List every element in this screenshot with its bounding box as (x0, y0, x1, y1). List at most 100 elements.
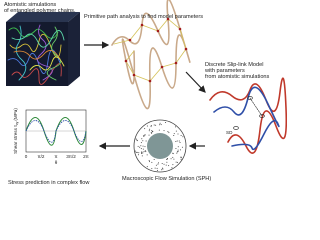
particle (141, 138, 143, 140)
particle (151, 132, 153, 134)
particle (156, 169, 158, 171)
particle (142, 145, 144, 147)
particle (146, 166, 148, 168)
atomistic-cube (6, 12, 80, 86)
particle (136, 139, 138, 141)
x-tick-label: 2π (83, 154, 89, 159)
particle (165, 122, 167, 124)
particle (135, 151, 137, 153)
particle (162, 168, 164, 170)
particle (144, 150, 146, 152)
particle (141, 152, 143, 154)
particle (171, 167, 173, 169)
particle (177, 149, 179, 151)
particle (153, 124, 155, 126)
particle (182, 136, 184, 138)
particle (172, 156, 174, 158)
particle (181, 146, 183, 148)
particle (165, 164, 167, 166)
particle (180, 156, 182, 158)
stress-plot (25, 109, 87, 153)
particle (163, 163, 165, 165)
particle (154, 167, 156, 169)
arrow (185, 71, 206, 93)
diagram: Atomistic simulations of entangled polym… (4, 0, 287, 186)
particle (155, 124, 157, 126)
particle (179, 142, 181, 144)
particle (158, 129, 160, 131)
particle (141, 155, 143, 157)
particle (175, 126, 177, 128)
particle (136, 140, 138, 142)
particle (161, 169, 163, 171)
particle (144, 128, 146, 130)
node-label: Discrete Slip-link Model (205, 62, 263, 68)
particle (137, 145, 139, 147)
primitive-path (111, 0, 191, 110)
particle (179, 149, 181, 151)
particle (180, 135, 182, 137)
particle (166, 161, 168, 163)
x-tick-label: 3π/2 (66, 154, 76, 159)
particle (175, 161, 177, 163)
particle (153, 159, 155, 161)
particle (142, 140, 144, 142)
particle (166, 157, 168, 159)
particle (176, 151, 178, 153)
marker-label: SD (226, 130, 233, 135)
y-label-unit: (MPa) (13, 108, 18, 121)
particle (152, 130, 154, 132)
x-tick-label: π/2 (37, 154, 44, 159)
particle (148, 130, 150, 132)
particle (146, 125, 148, 127)
y-label-sub: xy (15, 121, 19, 125)
y-label-main: Shear stress τ (13, 125, 18, 154)
particle (137, 154, 139, 156)
particle (150, 126, 152, 128)
sph-domain (133, 119, 187, 173)
particle (168, 132, 170, 134)
particle (177, 146, 179, 148)
particle (135, 150, 137, 152)
x-tick-label: π (54, 154, 57, 159)
node-label: Primitive path analysis to find model pa… (84, 14, 203, 20)
particle (159, 124, 161, 126)
particle (163, 130, 165, 132)
node-label: of entangled polymer chains. (4, 8, 76, 14)
particle (172, 164, 174, 166)
particle (146, 154, 148, 156)
y-axis-label: Shear stress τxy(MPa) (13, 108, 19, 154)
particle (144, 134, 146, 136)
particle (145, 140, 147, 142)
particle (178, 140, 180, 142)
particle (177, 133, 179, 135)
particle (167, 131, 169, 133)
particle (149, 128, 151, 130)
particle (148, 134, 150, 136)
particle (157, 163, 159, 165)
node-label: Stress prediction in complex flow (8, 180, 90, 186)
particle (141, 151, 143, 153)
particle (175, 130, 177, 132)
particle (151, 130, 153, 132)
particle (150, 125, 152, 127)
particle (144, 146, 146, 148)
particle (180, 158, 182, 160)
particle (155, 164, 157, 166)
particle (148, 160, 150, 162)
particle (142, 148, 144, 150)
particle (140, 142, 142, 144)
particle (148, 161, 150, 163)
particle (150, 131, 152, 133)
particle (159, 122, 161, 124)
particle (142, 152, 144, 154)
particle (172, 153, 174, 155)
particle (156, 167, 158, 169)
particle (176, 140, 178, 142)
particle (135, 138, 137, 140)
particle (170, 158, 172, 160)
x-axis-label: θ (55, 160, 58, 165)
particle (151, 161, 153, 163)
node-label: from atomistic simulations (205, 74, 270, 80)
page: { "nodes": [ {"label": ["Atomistic simul… (4, 0, 287, 186)
